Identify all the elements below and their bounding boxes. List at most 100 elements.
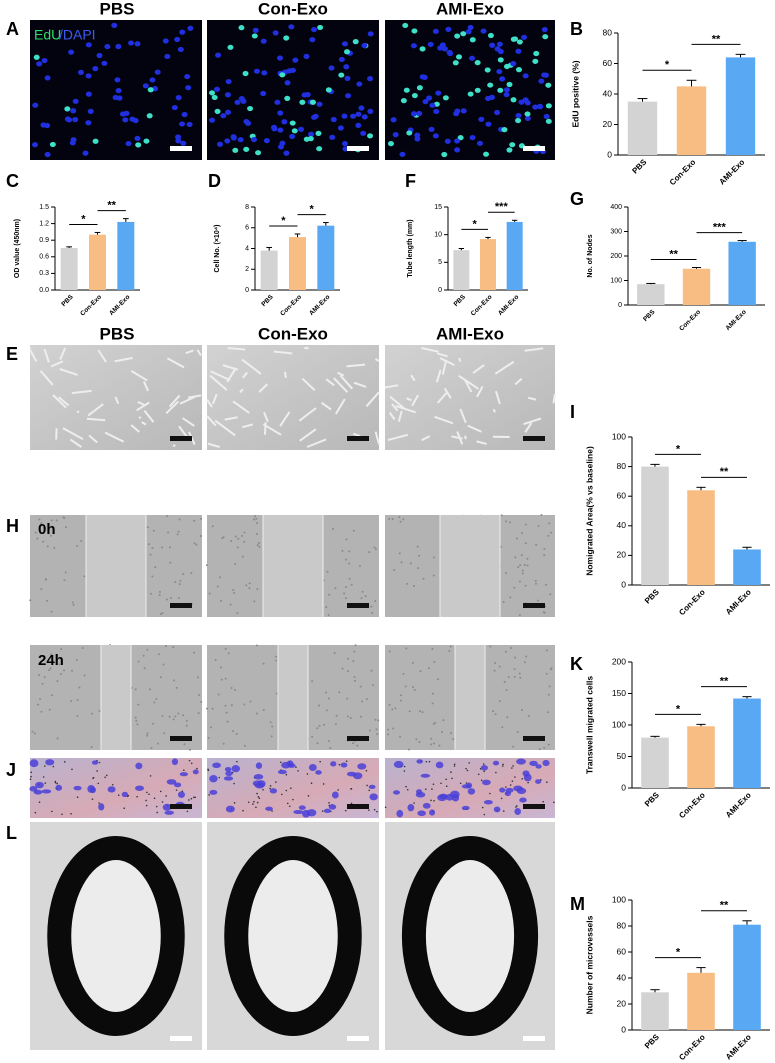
cell [498, 665, 501, 668]
cell [421, 711, 424, 714]
cell [227, 652, 230, 655]
y-tick-label: 4 [245, 245, 249, 252]
cell [262, 709, 265, 712]
cell [521, 569, 524, 572]
tube [273, 350, 293, 355]
cell [234, 689, 237, 692]
dot [279, 761, 282, 764]
tube [421, 347, 439, 353]
bar [641, 466, 669, 585]
cell [76, 698, 79, 701]
cell [137, 660, 140, 663]
fluorescence-image [385, 20, 555, 160]
cell [161, 714, 164, 717]
cell [80, 539, 83, 542]
tube [434, 415, 454, 425]
dot [482, 763, 485, 765]
nucleus [460, 108, 467, 114]
dot [433, 799, 435, 802]
dot [255, 806, 257, 809]
nucleus [421, 74, 428, 80]
cell [432, 742, 435, 745]
significance-label: ** [720, 900, 729, 912]
tube [333, 377, 349, 393]
dot [453, 765, 456, 767]
nucleus [411, 28, 418, 34]
cell [431, 702, 434, 705]
bar [317, 225, 335, 290]
dot [495, 771, 497, 774]
tube [352, 432, 361, 438]
nucleus [510, 61, 517, 67]
nucleus [454, 147, 461, 153]
cell [398, 552, 401, 555]
nucleus [454, 138, 461, 144]
stained-cell [29, 786, 38, 792]
dot [483, 813, 486, 816]
dot [218, 776, 221, 779]
nucleus [220, 113, 227, 119]
tube [494, 360, 515, 375]
cell [58, 663, 61, 666]
tube [374, 358, 380, 362]
scratch-gap [455, 645, 485, 750]
dot [117, 794, 120, 797]
stained-cell [505, 787, 514, 793]
cell [38, 674, 41, 677]
dot [38, 801, 41, 804]
stained-cell [231, 765, 240, 773]
cell [352, 529, 355, 532]
cell [178, 518, 181, 521]
cell [543, 554, 546, 557]
tube [196, 349, 202, 356]
cell [412, 584, 415, 587]
cell [243, 703, 246, 706]
nucleus [350, 113, 357, 119]
scratch-gap [101, 645, 131, 750]
y-tick-label: 80 [617, 920, 627, 930]
panel-letter: F [405, 171, 416, 191]
nucleus [474, 60, 481, 66]
cell [494, 661, 497, 664]
stained-cell [223, 776, 234, 781]
significance-label: *** [495, 201, 509, 213]
tube [441, 359, 448, 375]
cell [375, 728, 378, 731]
dot [345, 760, 348, 763]
cell [64, 571, 67, 574]
nucleus [435, 90, 442, 96]
tube [458, 357, 462, 362]
nucleus [253, 68, 260, 74]
nucleus [328, 65, 335, 71]
cell [255, 517, 258, 520]
column-header: Con-Exo [258, 0, 328, 18]
tube [187, 394, 202, 399]
dot [502, 810, 505, 812]
cell [399, 520, 402, 523]
nucleus [467, 24, 474, 31]
cell [534, 579, 537, 582]
dot [350, 788, 352, 790]
dot [509, 784, 512, 786]
cell [256, 544, 259, 547]
dot [257, 796, 260, 798]
cell [428, 667, 431, 670]
stained-cell [293, 809, 304, 815]
stained-cell [467, 788, 476, 795]
cell [394, 707, 397, 710]
cell [172, 646, 175, 649]
cell [316, 727, 319, 730]
nucleus [497, 57, 504, 63]
nucleus [122, 117, 129, 123]
nucleus [387, 141, 394, 147]
cell [433, 661, 436, 664]
panel-letter: L [6, 823, 17, 843]
stained-cell [482, 779, 491, 786]
scale-bar [347, 804, 369, 809]
dot [29, 778, 32, 781]
cell [504, 650, 507, 653]
nucleus [263, 138, 270, 144]
cell [182, 573, 185, 576]
cell [174, 715, 177, 718]
nucleus [70, 108, 77, 114]
